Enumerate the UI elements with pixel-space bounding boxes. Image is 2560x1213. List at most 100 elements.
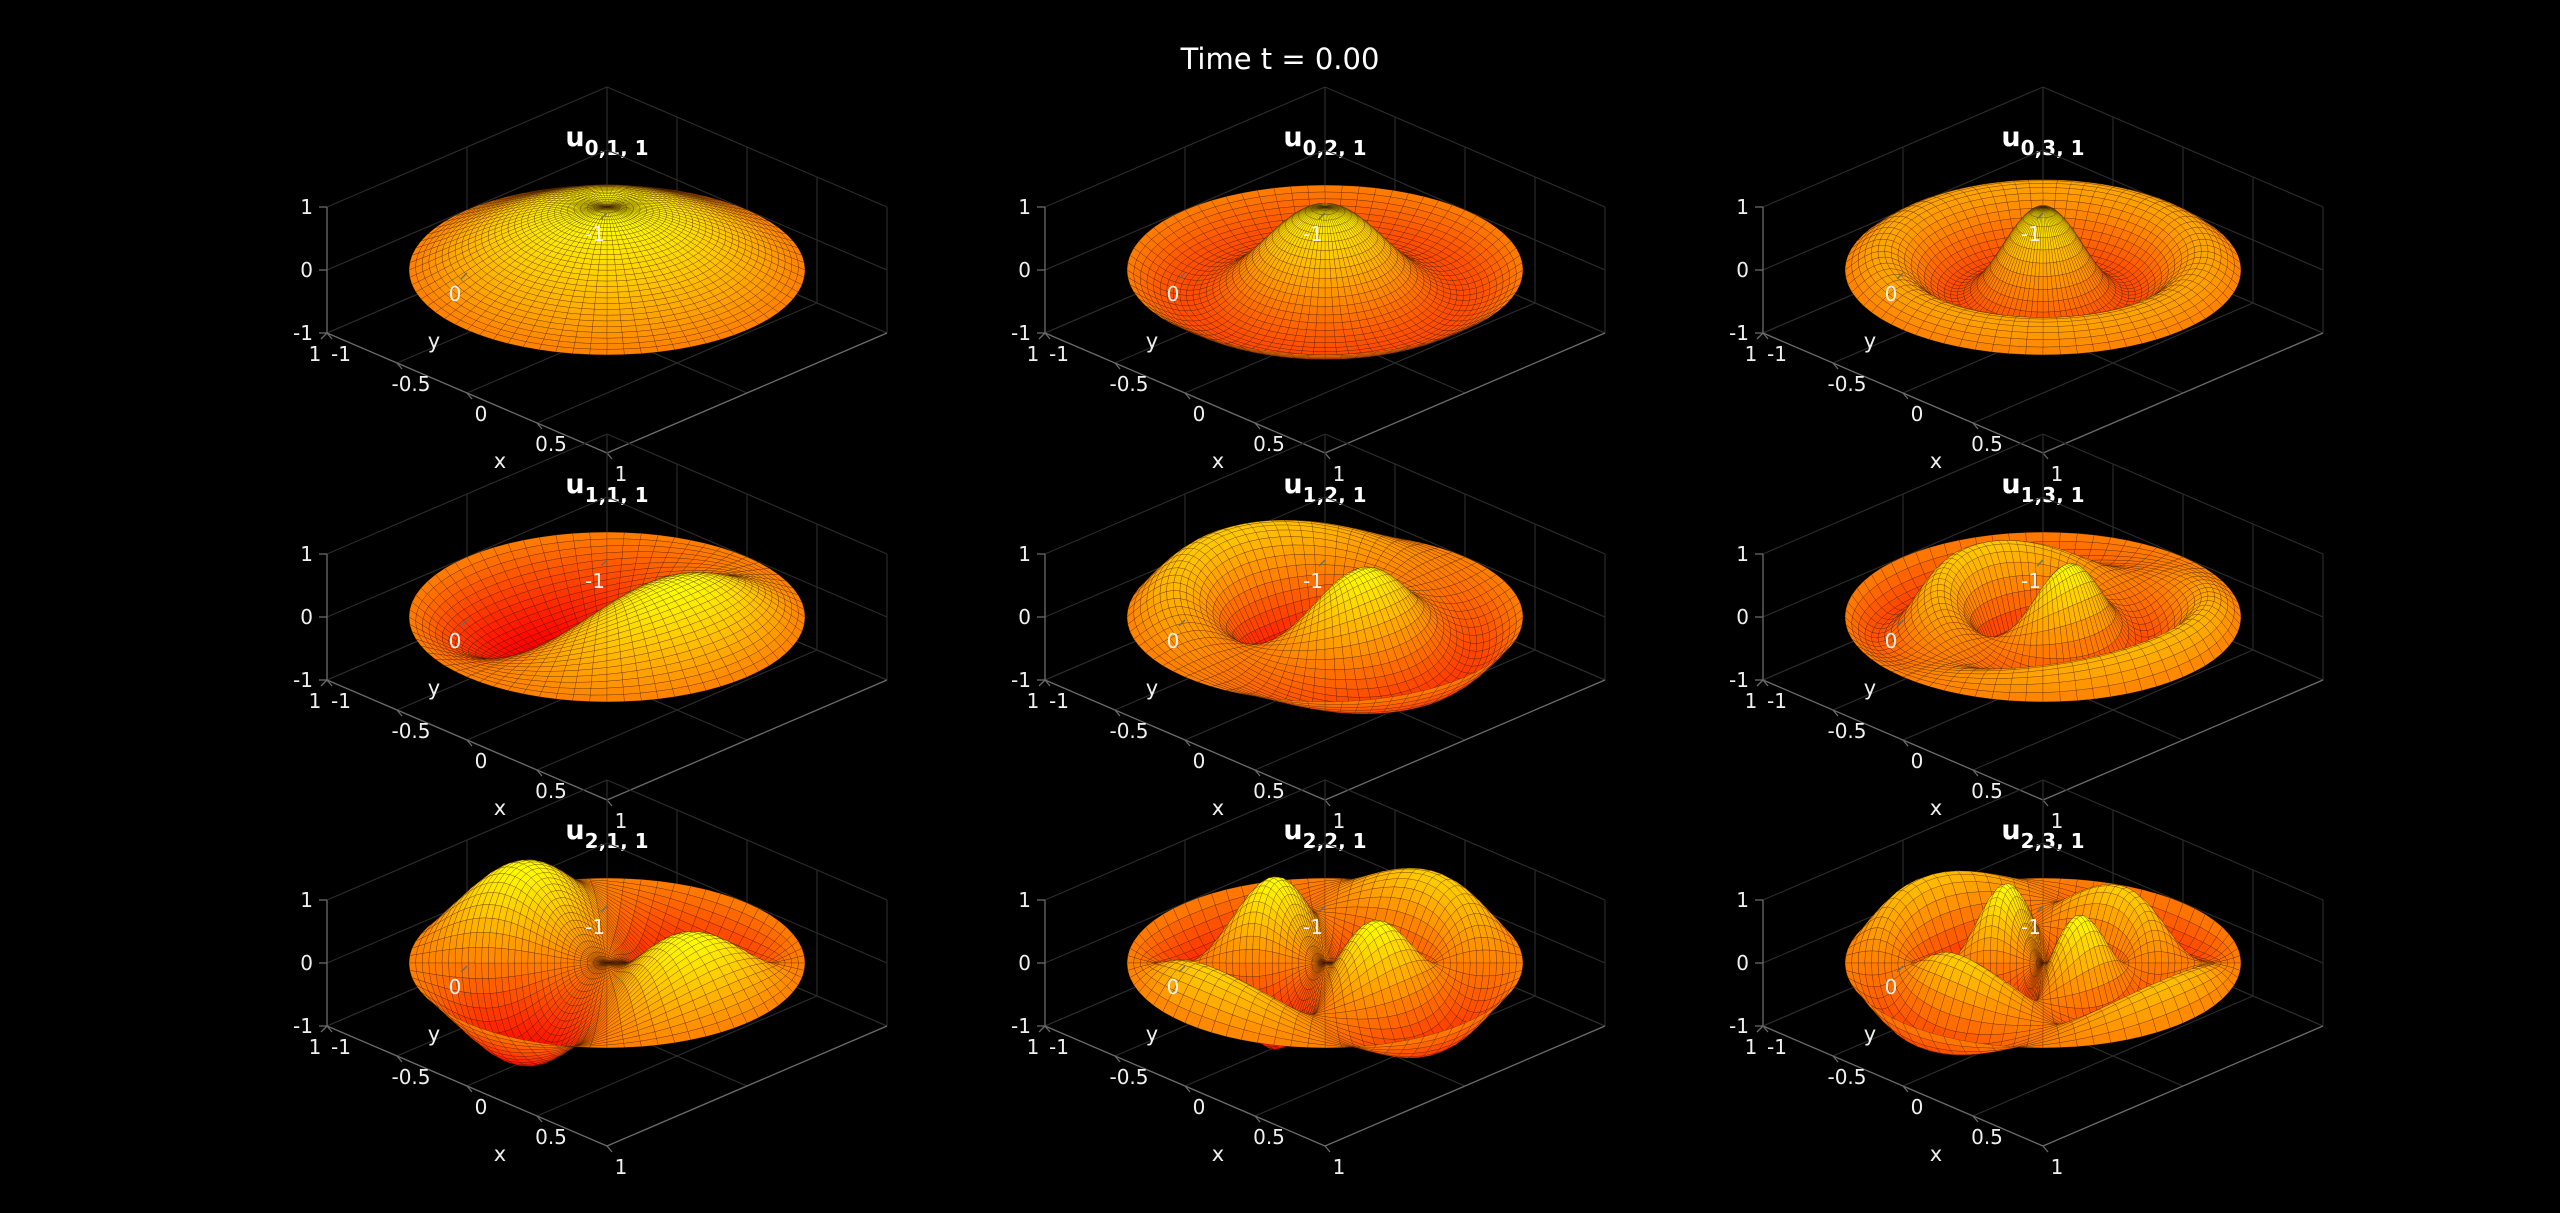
surface-patch [587,274,599,282]
surface-patch [1314,258,1321,269]
surface-patch [1186,289,1194,296]
surface-patch [614,258,624,266]
surface-patch [1320,250,1326,260]
surface-patch [1307,184,1326,193]
surface-patch [1462,289,1471,296]
surface-patch [1323,214,1326,221]
surface-patch [1295,328,1307,337]
surface-patch [1316,305,1326,316]
surface-patch [2055,187,2070,195]
surface-patch [1319,259,1326,270]
surface-patch [622,263,633,270]
surface-patch [615,269,626,276]
surface-patch [1307,354,1326,357]
surface-patch [1313,268,1321,279]
surface-patch [1324,351,1338,356]
surface-patch [1335,341,1348,348]
surface-patch [1324,354,1343,357]
surface-patch [2042,183,2058,188]
surface-patch [606,244,614,251]
surface-patch [606,280,618,287]
surface-patch [1333,329,1345,338]
surface-patch [620,319,636,327]
surface-patch [611,239,619,246]
surface-patch [591,253,601,260]
surface-patch [1332,314,1343,324]
surface-patch [2066,193,2081,203]
surface-patch [598,259,608,266]
surface-patch [584,253,594,260]
surface-patch [1179,294,1188,301]
y-axis-line [606,332,888,454]
surface-patch [584,285,597,293]
surface-patch [614,264,625,271]
surface-patch [596,275,608,282]
x-tick-label: -1 [331,342,351,366]
y-tick-mark [1038,332,1046,340]
surface-patch [606,314,622,322]
surface-patch [579,313,595,321]
y-tick-label: 0 [449,282,462,306]
surface-patch [1324,191,1342,200]
surface-patch [1317,296,1326,307]
surface-patch [606,231,612,237]
surface-patch [2008,208,2022,220]
surface-patch [595,286,608,293]
surface-patch [1324,314,1334,324]
y-tick-mark [320,332,328,340]
surface-patch [610,231,617,237]
surface-patch [2016,187,2031,195]
surface-patch [606,337,624,345]
surface-patch [606,223,611,228]
surface-patch [1324,233,1329,243]
surface-patch [1186,294,1194,301]
surface-patch [1324,259,1331,270]
surface-patch [555,346,575,354]
x-axis-label: x [494,449,506,473]
surface-patch [1324,219,1328,227]
surface-patch [2064,208,2078,220]
surface-patch [606,326,623,333]
surface-patch [1324,268,1332,279]
surface-patch [606,275,618,282]
surface-patch [1313,342,1326,348]
surface-patch [606,249,615,255]
surface-patch [611,235,618,241]
surface-patch [606,343,624,350]
surface-patch [1292,198,1310,207]
surface-patch [1314,329,1326,338]
surface-patch [618,302,633,310]
surface-patch [578,319,594,327]
surface-patch [592,314,608,322]
surface-patch [619,308,634,316]
surface-patch [572,347,591,355]
surface-patch [606,320,622,328]
y-tick-label: 1 [309,342,322,366]
surface-patch [606,269,617,276]
surface-patch [606,297,620,304]
surface-patch [1334,336,1346,343]
surface-patch [583,291,597,299]
surface-patch [1304,336,1316,343]
surface-patch [2029,187,2044,194]
surface-patch [2054,193,2069,202]
surface-patch [1462,294,1471,301]
surface-patch [1331,287,1340,298]
surface-patch [1313,347,1326,352]
y-axis-label: y [428,329,440,353]
surface-patch [606,240,614,246]
surface-patch [1324,226,1329,235]
surface-patch [1307,314,1318,324]
surface-patch [606,227,612,232]
surface-patch [615,274,627,282]
surface-patch [581,263,592,270]
surface-patch [595,291,608,299]
surface-patch [594,297,608,304]
surface-patch [1309,296,1319,307]
surface-patch [592,249,601,255]
z-tick-label: 0 [300,258,313,282]
surface-patch [1339,304,1350,315]
surface-patch [606,219,611,224]
surface-patch [606,291,619,299]
